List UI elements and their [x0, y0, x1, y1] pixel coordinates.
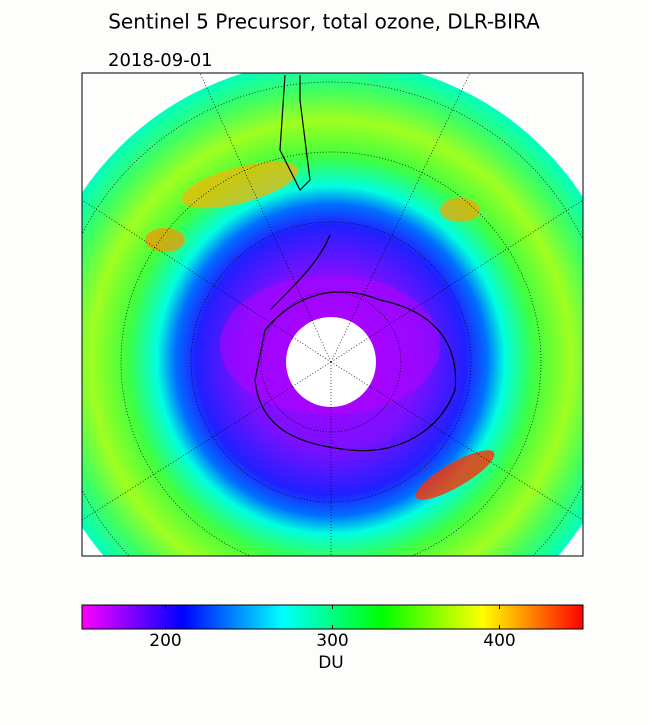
south-america-coast [279, 74, 311, 192]
colorbar-label: DU [318, 653, 344, 673]
tick-label: 300 [316, 631, 348, 651]
ozone-maximum [415, 450, 495, 500]
date: 2018-09-01 [108, 50, 213, 71]
map-frame [81, 72, 584, 557]
ozone-maximum [181, 161, 299, 209]
title: Sentinel 5 Precursor, total ozone, DLR-B… [108, 10, 540, 34]
graticule [82, 73, 583, 556]
ozone-maximum [440, 198, 480, 222]
map [82, 73, 583, 556]
tick-label: 400 [483, 631, 515, 651]
tick-label: 200 [149, 631, 181, 651]
antarctica-coast [254, 291, 457, 452]
peninsula-coast [269, 234, 331, 311]
ozone-maximum [145, 228, 185, 252]
